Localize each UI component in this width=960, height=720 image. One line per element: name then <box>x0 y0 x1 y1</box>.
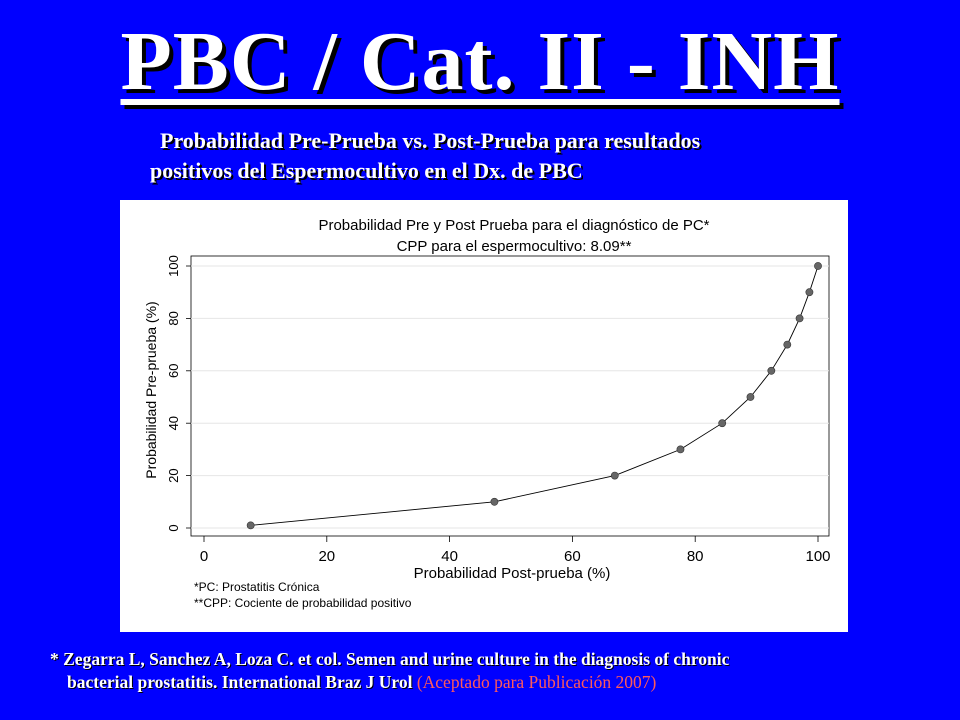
subtitle-line-2: positivos del Espermocultivo en el Dx. d… <box>150 158 583 183</box>
data-point <box>676 445 685 454</box>
x-axis-label: Probabilidad Post-prueba (%) <box>414 565 611 582</box>
data-point <box>490 497 499 506</box>
data-point <box>610 471 619 480</box>
x-tick-label: 80 <box>687 548 704 565</box>
x-tick-label: 100 <box>805 548 830 565</box>
data-point <box>718 419 727 428</box>
data-point <box>795 314 804 323</box>
data-point <box>783 340 792 349</box>
slide-title: PBC / Cat. II - INH <box>120 15 840 108</box>
slide-subtitle: Probabilidad Pre-Prueba vs. Post-Prueba … <box>150 126 870 186</box>
y-tick-label: 80 <box>166 311 181 325</box>
chart-note-2: **CPP: Cociente de probabilidad positivo <box>194 596 412 610</box>
x-tick-label: 20 <box>318 548 335 565</box>
y-axis-label: Probabilidad Pre-prueba (%) <box>143 301 159 478</box>
x-tick-label: 60 <box>564 548 581 565</box>
y-tick-label: 100 <box>166 255 181 277</box>
chart-subtitle: CPP para el espermocultivo: 8.09** <box>397 238 632 255</box>
axes: 0 20 40 60 80 100 0 20 40 60 80 100 <box>166 255 831 565</box>
chart-note-1: *PC: Prostatitis Crónica <box>194 580 320 594</box>
pretest-posttest-chart: Probabilidad Pre y Post Prueba para el d… <box>143 217 831 610</box>
grid-lines <box>191 265 829 529</box>
y-tick-label: 60 <box>166 364 181 378</box>
reference-line-2: bacterial prostatitis. International Bra… <box>50 671 950 694</box>
chart-panel: Probabilidad Pre y Post Prueba para el d… <box>120 200 848 632</box>
y-tick-label: 20 <box>166 468 181 482</box>
data-point <box>805 288 814 297</box>
y-tick-label: 0 <box>166 524 181 531</box>
reference-journal: bacterial prostatitis. International Bra… <box>67 672 413 692</box>
data-point <box>767 366 776 375</box>
data-point <box>246 521 255 530</box>
plot-area <box>190 255 830 537</box>
data-point <box>746 393 755 401</box>
data-points <box>246 262 822 530</box>
chart-title: Probabilidad Pre y Post Prueba para el d… <box>318 217 709 234</box>
subtitle-line-1: Probabilidad Pre-Prueba vs. Post-Prueba … <box>160 128 701 153</box>
x-tick-label: 0 <box>200 548 208 565</box>
data-point <box>814 262 822 270</box>
reference-line-1: * Zegarra L, Sanchez A, Loza C. et col. … <box>50 649 730 669</box>
reference-status: (Aceptado para Publicación 2007) <box>416 672 657 692</box>
reference-footnote: * Zegarra L, Sanchez A, Loza C. et col. … <box>50 648 950 694</box>
x-tick-label: 40 <box>441 548 458 565</box>
y-tick-label: 40 <box>166 416 181 430</box>
